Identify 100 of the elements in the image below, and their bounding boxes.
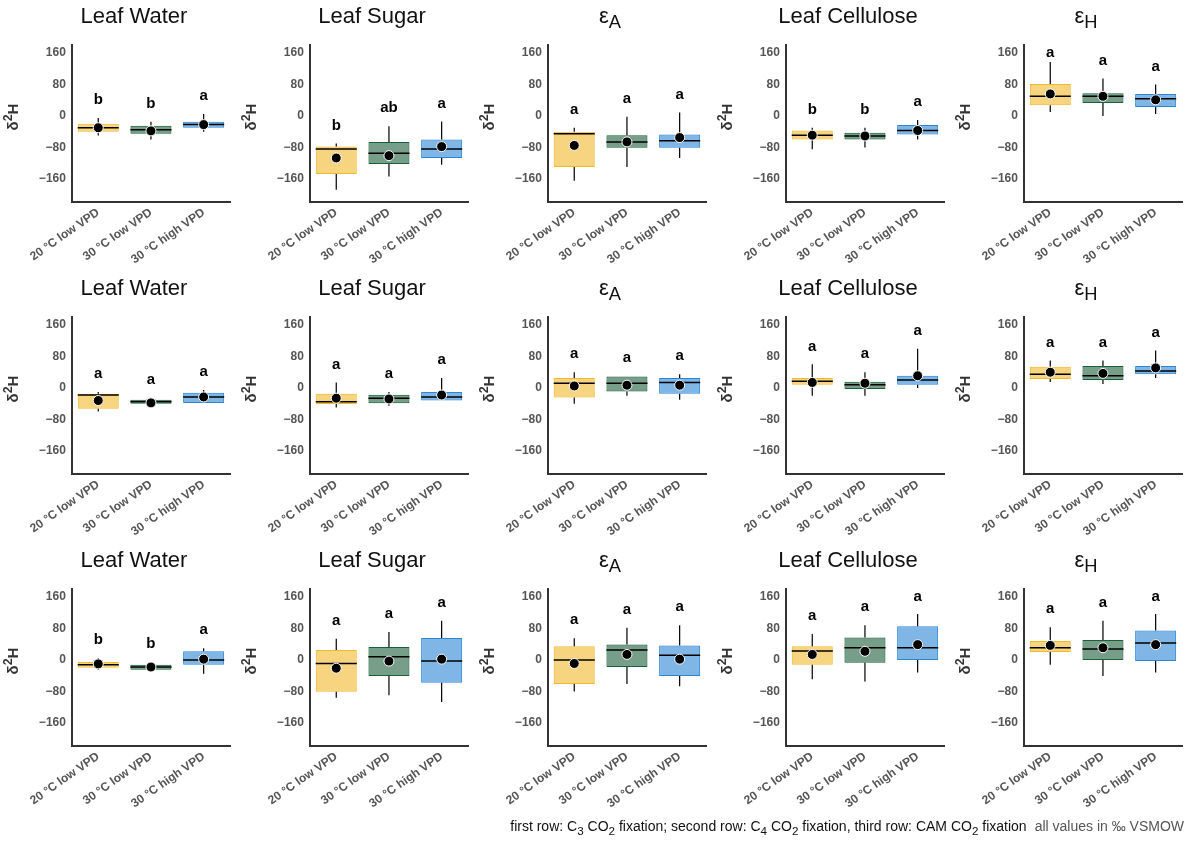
y-tick-label: −160: [990, 715, 1019, 730]
y-tick-label: −160: [514, 171, 543, 186]
annotation: a: [332, 610, 342, 628]
y-tick-label: 80: [766, 76, 781, 91]
chart-title: Leaf Cellulose: [777, 274, 919, 302]
y-tick-label: −160: [38, 171, 67, 186]
annotation: b: [331, 115, 341, 133]
y-tick-label: 0: [773, 380, 781, 395]
chart-title: Leaf Sugar: [317, 546, 427, 574]
y-tick-label: 80: [52, 348, 67, 363]
y-tick-label: 80: [766, 348, 781, 363]
y-tick-label: 160: [283, 589, 305, 604]
chart-title: Leaf Water: [79, 274, 189, 302]
annotation: a: [570, 610, 580, 628]
annotation: a: [570, 344, 580, 362]
annotation: a: [94, 364, 104, 382]
y-tick-label: 160: [521, 317, 543, 332]
y-tick-label: 0: [59, 380, 67, 395]
annotation: a: [860, 597, 870, 615]
y-tick-label: −160: [752, 715, 781, 730]
annotation: b: [93, 630, 103, 648]
y-tick-label: 0: [1011, 108, 1019, 123]
y-tick-label: 160: [759, 45, 781, 60]
chart-title: Leaf Cellulose: [777, 2, 919, 30]
chart-title: Leaf Water: [79, 2, 189, 30]
y-tick-label: −160: [276, 715, 305, 730]
annotation: b: [146, 634, 156, 652]
annotation: a: [622, 88, 632, 106]
annotation: a: [1098, 592, 1108, 610]
chart-title: ε$_{H}$: [1073, 274, 1099, 305]
annotation: a: [913, 320, 923, 338]
y-tick-label: 0: [773, 108, 781, 123]
y-tick-label: 0: [535, 380, 543, 395]
y-tick-label: −80: [759, 683, 781, 698]
annotation: a: [808, 336, 818, 354]
y-tick-label: 80: [1004, 76, 1019, 91]
y-tick-label: 0: [535, 652, 543, 667]
y-tick-label: 160: [283, 45, 305, 60]
y-tick-label: −80: [759, 139, 781, 154]
annotation: a: [913, 587, 923, 605]
y-tick-label: 0: [297, 108, 305, 123]
annotation: a: [675, 597, 685, 615]
annotation: a: [332, 354, 342, 372]
y-tick-label: 160: [283, 317, 305, 332]
chart-title: ε$_{A}$: [597, 546, 622, 577]
annotation: a: [808, 606, 818, 624]
chart-title: ε$_{H}$: [1073, 546, 1099, 577]
y-tick-label: −160: [38, 715, 67, 730]
y-tick-label: −80: [997, 683, 1019, 698]
y-tick-label: 80: [1004, 348, 1019, 363]
y-tick-label: 0: [773, 652, 781, 667]
annotation: a: [199, 362, 209, 380]
annotation: a: [1151, 56, 1161, 74]
annotation: a: [622, 348, 632, 366]
annotation: a: [437, 350, 447, 368]
y-tick-label: 80: [1004, 620, 1019, 635]
y-tick-label: 160: [45, 589, 67, 604]
annotation: a: [1151, 322, 1161, 340]
chart-title: Leaf Cellulose: [777, 546, 919, 574]
annotation: b: [860, 99, 870, 117]
annotation: a: [622, 599, 632, 617]
annotation: a: [384, 364, 394, 382]
annotation: a: [860, 344, 870, 362]
annotation: a: [1151, 587, 1161, 605]
y-tick-label: 160: [45, 45, 67, 60]
y-tick-label: 80: [290, 620, 305, 635]
annotation: b: [807, 99, 817, 117]
y-tick-label: 80: [290, 76, 305, 91]
y-tick-label: 160: [521, 45, 543, 60]
y-tick-label: −160: [514, 443, 543, 458]
y-tick-label: −80: [283, 139, 305, 154]
annotation: a: [675, 84, 685, 102]
annotation: a: [437, 592, 447, 610]
y-tick-label: −160: [38, 443, 67, 458]
y-tick-label: 80: [766, 620, 781, 635]
y-tick-label: 80: [528, 620, 543, 635]
y-tick-label: −160: [276, 443, 305, 458]
text: first row: C$_{3}$ CO$_{2}$ fixation; second row: C$_{4}$ CO$_{2}$ fixation, third row: CAM CO$_{2}$ fixation: [510, 818, 1027, 837]
y-tick-label: 160: [997, 589, 1019, 604]
chart-title: Leaf Sugar: [317, 2, 427, 30]
annotation: ab: [380, 98, 398, 116]
annotation: a: [1098, 50, 1108, 68]
y-tick-label: 80: [52, 76, 67, 91]
y-tick-label: 160: [45, 317, 67, 332]
chart-title: ε$_{H}$: [1073, 2, 1099, 33]
y-tick-label: 0: [1011, 380, 1019, 395]
y-tick-label: 0: [1011, 652, 1019, 667]
annotation: a: [1046, 599, 1056, 617]
annotation: a: [675, 346, 685, 364]
y-tick-label: 80: [290, 348, 305, 363]
annotation: a: [1046, 332, 1056, 350]
annotation: b: [146, 93, 156, 111]
y-tick-label: −160: [990, 171, 1019, 186]
annotation: a: [146, 369, 156, 387]
y-tick-label: −80: [521, 139, 543, 154]
y-tick-label: 80: [52, 620, 67, 635]
y-tick-label: −80: [759, 411, 781, 426]
annotation: a: [437, 93, 447, 111]
y-tick-label: −160: [752, 443, 781, 458]
y-tick-label: 160: [997, 317, 1019, 332]
